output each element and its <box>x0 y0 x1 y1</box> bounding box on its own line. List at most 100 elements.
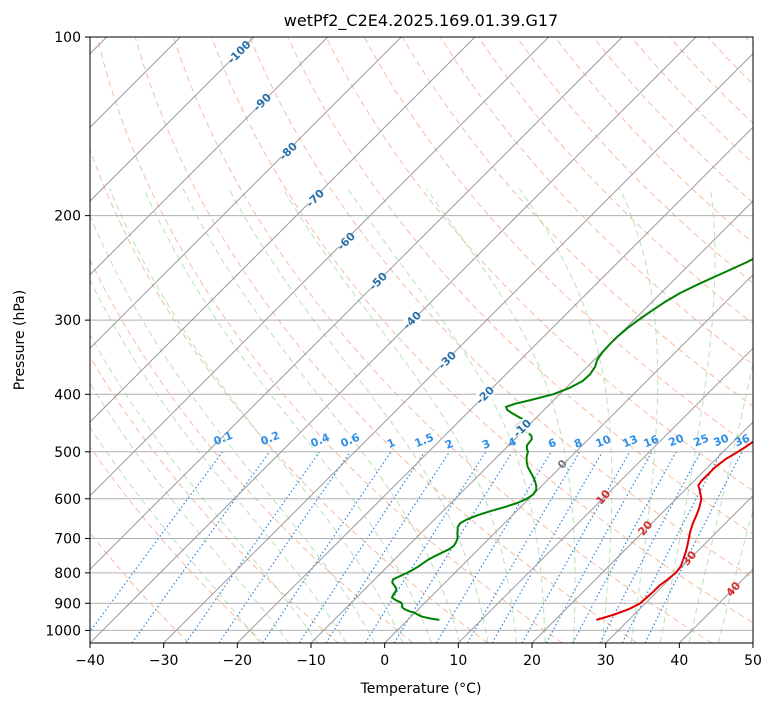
dry-adiabat <box>745 37 753 46</box>
y-tick-label: 200 <box>54 209 81 225</box>
mixing-ratio-label: 36 <box>733 431 752 449</box>
dry-adiabat <box>90 258 414 643</box>
moist-adiabat <box>688 361 753 643</box>
plot-area: -100-90-80-70-60-50-40-30-20-100.1 0.2 0.4… <box>90 37 753 643</box>
mixing-ratio-label: 0.1 <box>212 429 235 448</box>
moist-adiabat <box>109 188 404 643</box>
dry-adiabat-label: -80 <box>277 139 300 162</box>
moist-adiabat <box>182 188 461 643</box>
isotherm <box>90 37 476 423</box>
dry-adiabat <box>90 148 488 643</box>
moist-adiabat <box>619 188 659 643</box>
isotherm <box>605 494 753 643</box>
mixing-ratio-label: 1.5 <box>413 431 436 450</box>
x-tick-label: 10 <box>449 653 467 669</box>
label-backdrop <box>253 93 271 111</box>
dry-adiabat <box>516 37 753 284</box>
x-tick-label: 40 <box>670 653 688 669</box>
mixing-ratio-line <box>90 451 224 633</box>
label-backdrop <box>306 189 324 207</box>
dewpoint-profile-line <box>390 257 753 621</box>
x-tick-label: −30 <box>149 653 179 669</box>
reference-lines <box>90 37 753 643</box>
moist-adiabat-label: 20 <box>635 518 655 538</box>
dry-adiabat <box>439 37 753 366</box>
dry-adiabat-label: -100 <box>225 38 254 67</box>
mixing-ratio-line <box>545 451 653 643</box>
mixing-ratio-label: 13 <box>621 433 640 451</box>
moist-adiabat <box>659 188 716 643</box>
profiles <box>390 257 753 621</box>
mixing-ratio-line <box>644 451 743 643</box>
isotherm <box>236 126 753 643</box>
mixing-ratio-label: 6 <box>546 436 558 451</box>
label-backdrop <box>476 386 494 404</box>
dry-adiabat <box>478 37 753 325</box>
label-backdrop <box>279 142 297 160</box>
x-tick-label: 30 <box>597 653 615 669</box>
x-tick-label: −10 <box>296 653 326 669</box>
isotherm <box>90 37 550 497</box>
dry-adiabat <box>172 37 712 643</box>
y-axis-label: Pressure (hPa) <box>12 290 28 390</box>
mixing-ratio-line <box>262 451 392 643</box>
isotherm <box>163 52 753 643</box>
x-axis-ticks: −40 −30 −20 −10 0 10 20 30 40 50 <box>75 643 762 669</box>
dry-adiabat <box>90 445 264 643</box>
dry-adiabat <box>96 37 563 643</box>
plot-frame <box>89 36 754 644</box>
mixing-ratio-line <box>185 451 321 643</box>
isotherm <box>90 37 402 350</box>
x-tick-label: 0 <box>380 653 389 669</box>
mixing-ratio-line <box>521 451 631 643</box>
y-tick-label: 600 <box>54 492 81 508</box>
x-tick-label: 50 <box>744 653 762 669</box>
moist-adiabat <box>347 188 546 643</box>
mixing-ratio-line <box>218 451 351 643</box>
label-backdrop <box>230 43 248 61</box>
moist-adiabat-label: 30 <box>679 548 699 568</box>
y-tick-label: 500 <box>54 445 81 461</box>
x-tick-label: 20 <box>523 653 541 669</box>
label-backdrop <box>403 311 421 329</box>
isotherm <box>531 421 753 643</box>
isotherm <box>90 37 623 571</box>
isotherms <box>90 37 753 643</box>
dry-adiabat-label: -30 <box>436 348 459 371</box>
moist-adiabat <box>90 426 261 643</box>
isotherm <box>384 273 753 643</box>
dry-adiabat <box>592 37 753 204</box>
label-backdrop <box>513 419 531 437</box>
mixing-ratio-label: 30 <box>712 431 731 449</box>
isotherm <box>90 37 255 202</box>
temperature-profile-line <box>596 440 753 621</box>
reference-line-labels: -100-90-80-70-60-50-40-30-20-100.1 0.2 0.4… <box>212 38 752 600</box>
mixing-ratio-line <box>298 451 426 643</box>
grid <box>90 37 753 631</box>
dry-adiabat-label: -70 <box>304 186 327 209</box>
mixing-ratio-line <box>131 451 271 643</box>
y-tick-label: 300 <box>54 313 81 329</box>
y-tick-label: 800 <box>54 566 81 582</box>
moist-adiabat <box>518 188 613 643</box>
dry-adiabat <box>90 355 339 643</box>
mixing-ratio-line <box>599 451 702 643</box>
isotherm <box>90 37 329 276</box>
moist-adiabat <box>90 279 347 643</box>
isotherm <box>90 37 697 643</box>
dry-adiabat <box>134 37 638 643</box>
mixing-ratio-label: 20 <box>667 431 686 449</box>
dry-adiabat <box>90 531 190 643</box>
label-backdrop <box>438 351 456 369</box>
moist-adiabat <box>228 188 489 643</box>
moist-adiabat <box>90 214 376 643</box>
dry-adiabat <box>249 37 753 579</box>
x-tick-label: −40 <box>75 653 105 669</box>
mixing-ratio-label: 2 <box>443 437 455 452</box>
isotherm <box>752 642 753 643</box>
dry-adiabat <box>287 37 753 535</box>
y-tick-label: 1000 <box>45 623 81 639</box>
dry-adiabat-label: -60 <box>335 229 358 252</box>
mixing-ratio-label: 0.2 <box>259 429 282 448</box>
